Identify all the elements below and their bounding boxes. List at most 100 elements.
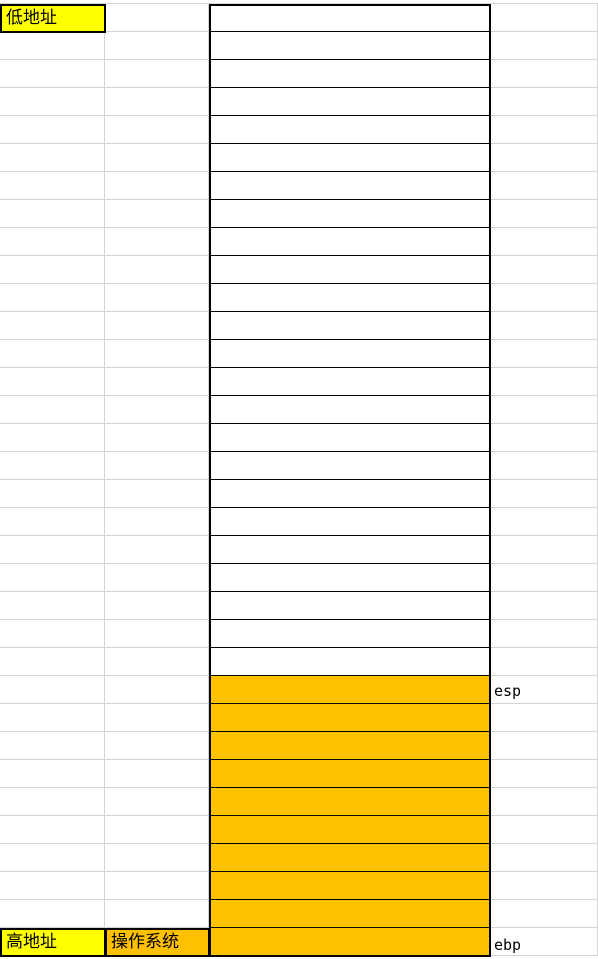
grid-cell[interactable] xyxy=(490,32,598,60)
grid-cell[interactable] xyxy=(105,620,209,648)
grid-cell[interactable] xyxy=(0,368,105,396)
grid-cell[interactable] xyxy=(0,144,105,172)
grid-cell[interactable] xyxy=(0,60,105,88)
grid-cell[interactable] xyxy=(0,760,105,788)
grid-cell[interactable] xyxy=(0,312,105,340)
grid-cell[interactable] xyxy=(105,60,209,88)
grid-cell[interactable] xyxy=(105,592,209,620)
stack-slot-free[interactable] xyxy=(209,396,491,425)
grid-cell[interactable] xyxy=(105,200,209,228)
grid-cell[interactable] xyxy=(0,732,105,760)
grid-cell[interactable] xyxy=(105,144,209,172)
grid-cell[interactable] xyxy=(490,648,598,676)
grid-cell[interactable] xyxy=(490,4,598,32)
grid-cell[interactable] xyxy=(105,760,209,788)
grid-cell[interactable] xyxy=(490,620,598,648)
grid-cell[interactable] xyxy=(105,340,209,368)
grid-cell[interactable] xyxy=(490,592,598,620)
stack-slot-free[interactable] xyxy=(209,200,491,229)
grid-cell[interactable] xyxy=(490,284,598,312)
grid-cell[interactable] xyxy=(0,900,105,928)
grid-cell[interactable] xyxy=(0,200,105,228)
grid-cell[interactable] xyxy=(490,536,598,564)
grid-cell[interactable] xyxy=(105,704,209,732)
stack-slot-free[interactable] xyxy=(209,592,491,621)
grid-cell[interactable] xyxy=(490,228,598,256)
stack-slot-used[interactable] xyxy=(209,760,491,789)
grid-cell[interactable] xyxy=(490,60,598,88)
grid-cell[interactable] xyxy=(0,480,105,508)
stack-slot-free[interactable] xyxy=(209,424,491,453)
grid-cell[interactable] xyxy=(0,564,105,592)
grid-cell[interactable] xyxy=(490,788,598,816)
grid-cell[interactable] xyxy=(105,816,209,844)
stack-slot-free[interactable] xyxy=(209,368,491,397)
stack-slot-used[interactable] xyxy=(209,816,491,845)
grid-cell[interactable] xyxy=(490,256,598,284)
stack-slot-used[interactable] xyxy=(209,872,491,901)
grid-cell[interactable] xyxy=(105,788,209,816)
stack-slot-free[interactable] xyxy=(209,60,491,89)
grid-cell[interactable] xyxy=(0,676,105,704)
grid-cell[interactable] xyxy=(105,256,209,284)
grid-cell[interactable] xyxy=(0,592,105,620)
grid-cell[interactable] xyxy=(0,704,105,732)
grid-cell[interactable] xyxy=(105,312,209,340)
grid-cell[interactable] xyxy=(490,900,598,928)
grid-cell[interactable] xyxy=(105,648,209,676)
grid-cell[interactable] xyxy=(490,452,598,480)
stack-slot-free[interactable] xyxy=(209,648,491,677)
stack-slot-free[interactable] xyxy=(209,32,491,61)
grid-cell[interactable] xyxy=(490,760,598,788)
stack-slot-free[interactable] xyxy=(209,620,491,649)
grid-cell[interactable] xyxy=(0,788,105,816)
grid-cell[interactable] xyxy=(490,116,598,144)
grid-cell[interactable] xyxy=(105,844,209,872)
stack-slot-free[interactable] xyxy=(209,144,491,173)
operating-system-label[interactable]: 操作系统 xyxy=(105,928,210,957)
grid-cell[interactable] xyxy=(0,340,105,368)
grid-cell[interactable] xyxy=(490,172,598,200)
grid-cell[interactable] xyxy=(0,88,105,116)
grid-cell[interactable] xyxy=(0,172,105,200)
stack-slot-free[interactable] xyxy=(209,508,491,537)
grid-cell[interactable] xyxy=(490,424,598,452)
stack-slot-used[interactable] xyxy=(209,900,491,929)
grid-cell[interactable] xyxy=(490,368,598,396)
grid-cell[interactable] xyxy=(490,872,598,900)
grid-cell[interactable] xyxy=(105,564,209,592)
stack-slot-used[interactable] xyxy=(209,928,491,957)
grid-cell[interactable] xyxy=(490,480,598,508)
grid-cell[interactable] xyxy=(105,4,209,32)
grid-cell[interactable] xyxy=(490,508,598,536)
grid-cell[interactable] xyxy=(490,704,598,732)
grid-cell[interactable] xyxy=(490,312,598,340)
grid-cell[interactable] xyxy=(0,508,105,536)
grid-cell[interactable] xyxy=(0,396,105,424)
grid-cell[interactable] xyxy=(105,872,209,900)
stack-slot-free[interactable] xyxy=(209,564,491,593)
stack-slot-free[interactable] xyxy=(209,172,491,201)
stack-slot-used[interactable] xyxy=(209,704,491,733)
grid-cell[interactable] xyxy=(105,116,209,144)
grid-cell[interactable] xyxy=(105,88,209,116)
grid-cell[interactable] xyxy=(105,396,209,424)
grid-cell[interactable] xyxy=(0,284,105,312)
grid-cell[interactable] xyxy=(0,424,105,452)
grid-cell[interactable] xyxy=(0,228,105,256)
grid-cell[interactable] xyxy=(105,480,209,508)
stack-slot-free[interactable] xyxy=(209,228,491,257)
grid-cell[interactable] xyxy=(0,872,105,900)
stack-slot-free[interactable] xyxy=(209,4,491,33)
stack-slot-free[interactable] xyxy=(209,284,491,313)
grid-cell[interactable] xyxy=(105,536,209,564)
grid-cell[interactable] xyxy=(490,340,598,368)
grid-cell[interactable] xyxy=(105,452,209,480)
stack-slot-used[interactable] xyxy=(209,788,491,817)
grid-cell[interactable] xyxy=(105,368,209,396)
grid-cell[interactable] xyxy=(490,844,598,872)
grid-cell[interactable] xyxy=(105,284,209,312)
stack-slot-free[interactable] xyxy=(209,536,491,565)
stack-slot-free[interactable] xyxy=(209,88,491,117)
grid-cell[interactable] xyxy=(0,620,105,648)
